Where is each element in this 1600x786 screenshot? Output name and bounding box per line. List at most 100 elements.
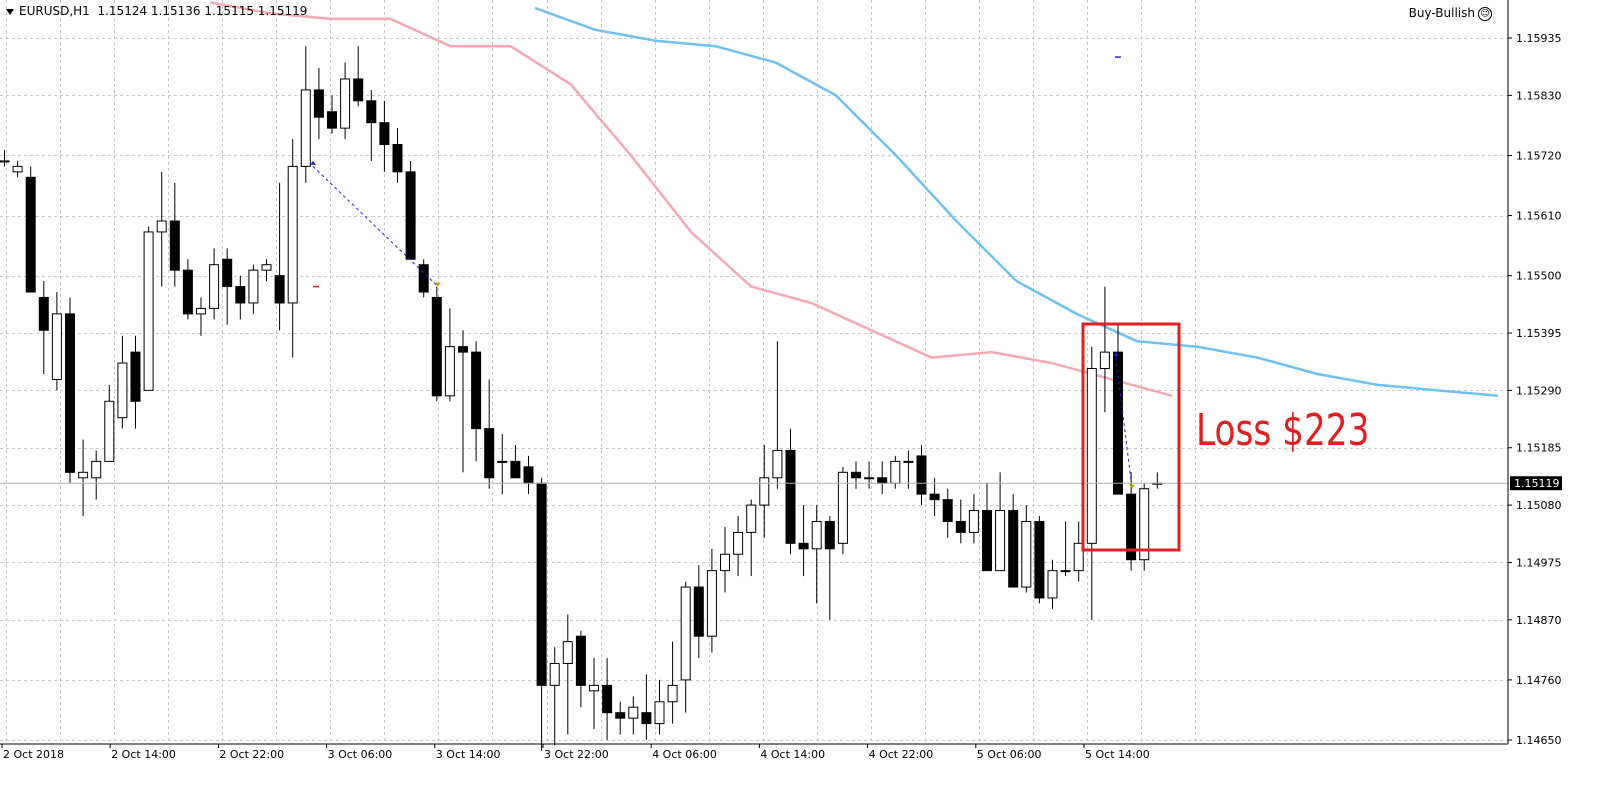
candle	[156, 171, 167, 287]
candle	[1008, 494, 1019, 588]
time-axis[interactable]: 2 Oct 2018 2 Oct 14:00 2 Oct 22:00 3 Oct 06…	[1, 744, 1150, 761]
bear-candle-body	[602, 684, 613, 714]
bull-candle-body	[1086, 368, 1097, 544]
bear-candle-body	[418, 264, 429, 293]
candle	[693, 565, 704, 659]
candle	[78, 439, 89, 517]
bull-candle-body	[497, 460, 508, 463]
candle	[327, 95, 337, 134]
candle	[169, 182, 180, 287]
bear-candle-body	[182, 269, 193, 315]
grid	[0, 0, 1508, 744]
bull-candle-body	[720, 553, 730, 572]
candle	[641, 674, 652, 740]
price-axis[interactable]: 1.15935 1.15830 1.15720 1.15610 1.15500 1.153…	[1508, 32, 1562, 747]
bull-candle-body	[1073, 542, 1084, 572]
loss-highlight-box	[1081, 322, 1181, 552]
bear-candle-body	[929, 493, 940, 501]
bull-candle-body	[300, 89, 311, 167]
time-tick-label: 2 Oct 14:00	[111, 748, 176, 761]
bull-candle-body	[733, 531, 744, 555]
price-tick-label: 1.14760	[1516, 674, 1562, 687]
bull-candle-body	[772, 449, 783, 479]
candle	[313, 68, 324, 140]
candle	[929, 477, 940, 517]
candle	[143, 226, 154, 391]
candle	[1139, 483, 1150, 571]
bear-candle-body	[851, 471, 861, 479]
price-tick-label: 1.15290	[1516, 384, 1562, 397]
price-tick-label: 1.15185	[1516, 442, 1562, 455]
loss-annotation: Loss $223	[1196, 405, 1369, 456]
bull-candle-body	[1139, 488, 1150, 561]
candle	[104, 384, 115, 462]
candle	[12, 160, 23, 178]
price-tick-label: 1.14870	[1516, 614, 1562, 627]
candle	[890, 455, 901, 489]
bull-candle-body	[156, 220, 167, 233]
candle	[91, 450, 102, 500]
candle	[222, 248, 233, 325]
candle	[680, 581, 691, 713]
candle	[798, 505, 809, 577]
candle	[458, 330, 468, 473]
close-arrow-icon	[1129, 484, 1135, 489]
trade-line-1	[312, 166, 439, 287]
ma-fast-line	[209, 1, 1173, 398]
candle	[117, 335, 128, 429]
symbol-header: EURUSD,H1 1.15124 1.15136 1.15115 1.1511…	[6, 4, 307, 18]
bear-candle-body	[982, 510, 992, 572]
bear-candle-body	[25, 176, 36, 293]
bear-candle-body	[1008, 510, 1019, 588]
bear-candle-body	[379, 122, 390, 146]
candle	[837, 466, 848, 555]
bull-candle-body	[1047, 570, 1058, 599]
candle	[510, 444, 521, 479]
candle	[444, 308, 455, 402]
bull-candle-body	[562, 641, 573, 665]
bull-candle-body	[12, 165, 23, 173]
bear-candle-body	[641, 712, 652, 725]
time-tick-label: 4 Oct 22:00	[869, 748, 934, 761]
candle	[25, 166, 36, 293]
bear-candle-body	[169, 220, 180, 271]
candle	[602, 658, 613, 740]
bull-candle-body	[837, 471, 848, 544]
time-tick-label: 5 Oct 14:00	[1085, 748, 1150, 761]
bull-candle-body	[51, 313, 62, 380]
bear-candle-body	[274, 275, 285, 304]
bear-candle-body	[955, 520, 966, 533]
candle	[864, 461, 875, 489]
candle	[209, 248, 220, 320]
candle	[706, 548, 717, 653]
bull-candle-body	[78, 471, 89, 479]
time-tick-label: 3 Oct 22:00	[544, 748, 609, 761]
candle	[982, 483, 992, 572]
candle	[0, 149, 10, 167]
bull-candle-body	[1060, 570, 1071, 573]
candle	[418, 259, 429, 298]
candle	[575, 630, 586, 708]
bull-candle-body	[1021, 520, 1032, 588]
bull-candle-body	[706, 570, 717, 637]
bull-candle-body	[248, 269, 259, 304]
bull-candle-body	[91, 460, 102, 479]
bear-candle-body	[916, 455, 927, 495]
candle	[733, 516, 744, 577]
bull-candle-body	[287, 165, 298, 304]
buy-arrow-icon	[310, 160, 316, 165]
candle	[366, 89, 377, 161]
bear-candle-body	[877, 477, 888, 484]
candle	[484, 379, 495, 489]
bear-candle-body	[1126, 493, 1137, 561]
candle	[746, 499, 757, 577]
current-price-label: 1.15119	[1514, 477, 1560, 490]
expert-advisor-label[interactable]: Buy-Bullish ☺	[1409, 6, 1492, 21]
dropdown-triangle-icon[interactable]	[6, 8, 14, 15]
candle	[811, 505, 822, 604]
symbol-timeframe: EURUSD,H1	[19, 4, 90, 18]
bear-candle-body	[798, 542, 809, 550]
bull-candle-body	[680, 586, 691, 681]
